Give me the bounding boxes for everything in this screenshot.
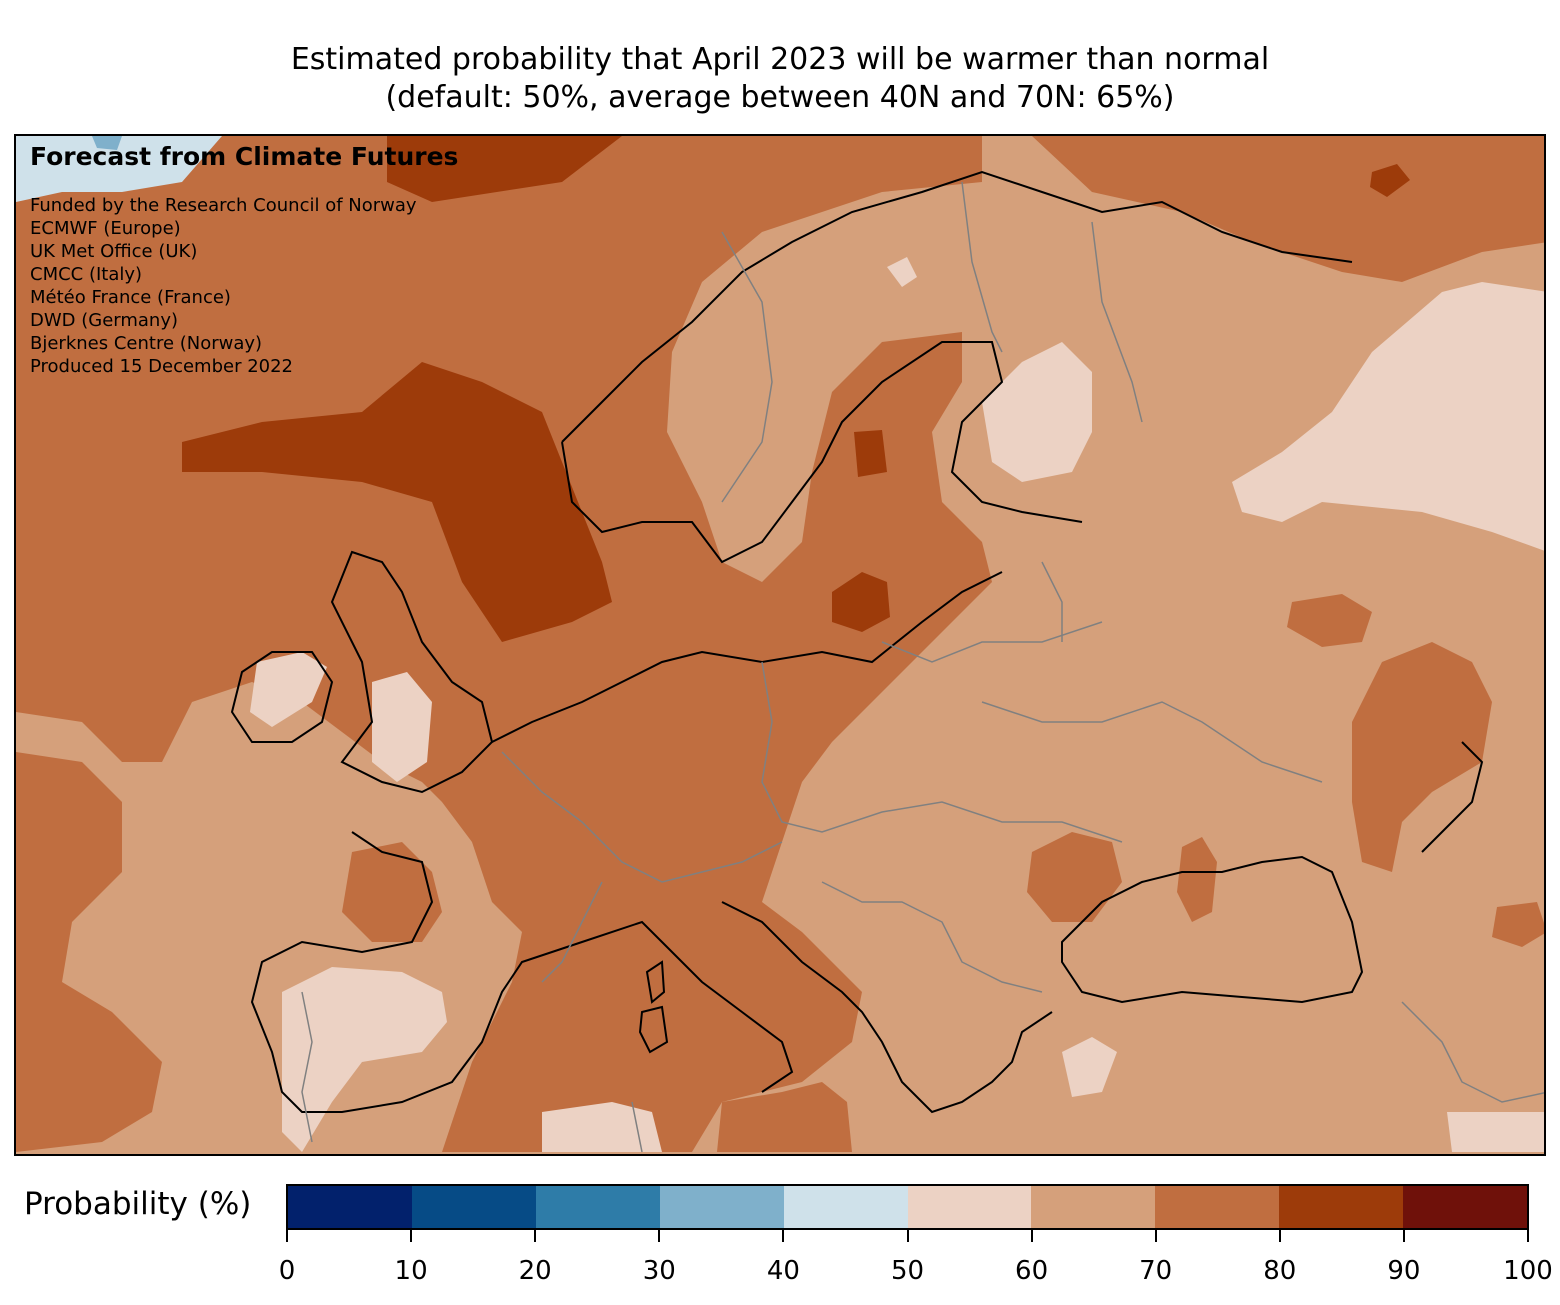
probability-map	[14, 134, 1546, 1156]
credit-line: ECMWF (Europe)	[30, 218, 181, 239]
region-70-80-biscay	[342, 842, 442, 942]
region-80-90-north-sea	[182, 362, 612, 642]
colorbar-tick	[1278, 1230, 1281, 1242]
country-borders	[301, 181, 1544, 1153]
colorbar-segment	[288, 1186, 412, 1228]
region-70-80-caspian	[1492, 902, 1544, 947]
colorbar-label: Probability (%)	[24, 1186, 252, 1222]
colorbar-tick	[410, 1230, 413, 1242]
credit-line: Funded by the Research Council of Norway	[30, 195, 417, 216]
colorbar-segment	[535, 1186, 660, 1228]
colorbar-segment	[1031, 1186, 1156, 1228]
region-80-90-barents	[1370, 164, 1410, 197]
coastlines	[230, 170, 1484, 1114]
region-30-40-greenland-sea	[92, 136, 122, 150]
colorbar-tick-label: 70	[1139, 1256, 1173, 1286]
probability-map-svg	[16, 136, 1544, 1154]
coastline-britain	[330, 550, 494, 794]
colorbar-tick	[1527, 1230, 1529, 1242]
colorbar-tick-label: 10	[394, 1256, 428, 1286]
colorbar-tick-label: 90	[1387, 1256, 1421, 1286]
colorbar-tick	[534, 1230, 537, 1242]
colorbar-tick	[658, 1230, 661, 1242]
credit-line: CMCC (Italy)	[30, 264, 143, 285]
colorbar-tick	[1030, 1230, 1033, 1242]
coastline-black-sea	[1061, 855, 1364, 1004]
colorbar-tick	[906, 1230, 909, 1242]
coastline-corsica-sardinia	[638, 960, 669, 1054]
region-50-60-sahara	[542, 1102, 662, 1152]
probability-colorbar	[286, 1184, 1529, 1230]
region-70-80-libya	[717, 1082, 852, 1152]
map-title-line-1: Estimated probability that April 2023 wi…	[290, 42, 1270, 77]
coastline-ireland	[230, 651, 334, 743]
region-70-80-northeast	[1032, 136, 1544, 282]
colorbar-tick	[782, 1230, 785, 1242]
colorbar-segment	[659, 1186, 784, 1228]
colorbar-tick-label: 40	[766, 1256, 800, 1286]
colorbar-tick-label: 100	[1503, 1256, 1553, 1286]
colorbar-tick	[1154, 1230, 1157, 1242]
region-50-60-east-corner	[1447, 1112, 1544, 1152]
colorbar-tick-label: 80	[1263, 1256, 1297, 1286]
region-50-60-anatolia	[1062, 1037, 1117, 1097]
colorbar-segment	[1403, 1186, 1528, 1228]
region-80-90-baltic	[832, 572, 890, 632]
map-title-line-2: (default: 50%, average between 40N and 7…	[385, 80, 1175, 115]
region-50-60-england	[372, 672, 432, 782]
colorbar-segment	[783, 1186, 908, 1228]
region-40-50-greenland-sea	[16, 136, 222, 202]
colorbar-segment	[411, 1186, 536, 1228]
credit-line: Météo France (France)	[30, 287, 231, 308]
colorbar-tick-label: 0	[278, 1256, 296, 1286]
colorbar-tick	[286, 1230, 288, 1242]
coastline-continent	[250, 571, 1053, 1114]
colorbar-tick-label: 20	[518, 1256, 552, 1286]
region-70-80-volga	[1352, 642, 1492, 872]
credit-line: Bjerknes Centre (Norway)	[30, 333, 263, 354]
region-70-80-ukraine	[1027, 832, 1122, 922]
region-50-60-lapland	[887, 257, 917, 287]
colorbar-tick-label: 30	[642, 1256, 676, 1286]
colorbar-tick	[1402, 1230, 1405, 1242]
region-70-80-southwest	[16, 752, 162, 1152]
credit-line: Produced 15 December 2022	[30, 356, 294, 377]
colorbar-tick-label: 60	[1015, 1256, 1049, 1286]
region-50-60-finland	[982, 342, 1092, 482]
region-70-80-moscow	[1287, 594, 1372, 647]
credit-line: UK Met Office (UK)	[30, 241, 198, 262]
colorbar-segment	[907, 1186, 1032, 1228]
colorbar-segment	[1155, 1186, 1280, 1228]
coastline-caspian	[1421, 741, 1484, 853]
forecast-source-heading: Forecast from Climate Futures	[30, 142, 459, 171]
region-70-80-azov	[1177, 837, 1217, 922]
region-70-80-west	[16, 136, 992, 1152]
region-80-90-bothnia	[854, 430, 887, 477]
credit-line: DWD (Germany)	[30, 310, 179, 331]
region-50-60-russia-north	[1232, 282, 1544, 551]
colorbar-segment	[1279, 1186, 1404, 1228]
colorbar-tick-label: 50	[890, 1256, 925, 1286]
region-50-60-iberia	[282, 967, 447, 1152]
region-50-60-ireland	[250, 652, 327, 727]
coastline-scandinavia	[561, 170, 1353, 564]
region-80-90-norwegian-sea	[387, 136, 622, 202]
